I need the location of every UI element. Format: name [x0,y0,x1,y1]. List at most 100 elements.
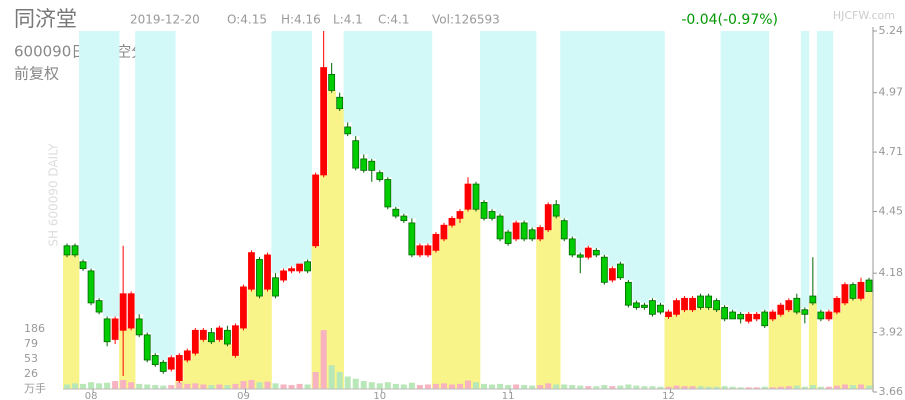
volume-bar [577,385,584,389]
candle-body [224,329,231,345]
candle-body [384,179,392,208]
candle-body [143,334,151,361]
candle-body [785,300,793,311]
short-zone [415,31,425,244]
short-zone [760,31,770,310]
volume-bar [521,385,528,389]
candle-body [729,311,737,320]
volume-bar [320,330,327,389]
short-zone [135,31,144,315]
candle-body [817,311,825,320]
candle-body [649,300,656,315]
candle-body [673,300,680,315]
volume-bar [80,383,87,389]
candle-body [697,295,704,308]
candle-body [825,311,833,320]
candle-body [304,261,312,272]
x-tick-label: 12 [662,391,675,400]
chart-title: 同济堂 [14,7,77,31]
candle-body [256,259,263,297]
volume-bar [665,386,672,389]
long-zone [672,314,681,389]
volume-bar [529,385,536,389]
short-zone [488,31,497,210]
volume-bar [176,382,183,389]
short-zone [95,31,104,299]
short-zone [736,31,745,313]
long-zone [704,307,713,389]
volume-bar [649,386,656,389]
candle-body [416,245,424,256]
volume-tick-label: 53 [24,352,38,365]
long-zone [848,298,858,389]
short-zone [103,31,112,317]
candle-body [849,284,857,299]
short-zone [592,31,601,249]
candle-body [737,313,745,320]
short-zone [287,31,296,267]
candle-body [119,293,127,331]
candle-body [336,96,344,110]
candle-body [608,268,616,281]
x-tick-label: 09 [237,391,250,400]
short-zone [752,31,762,313]
long-zone [311,245,320,389]
candle-body [376,172,384,180]
long-zone [472,209,481,389]
candle-body [368,160,376,171]
candle-body [167,357,175,370]
volume-bar [617,385,624,389]
short-zone [640,31,649,303]
header-info: C:4.1 [378,13,410,27]
y-tick-label: 3.66 [879,385,904,398]
volume-bar [489,384,496,389]
volume-bar [865,385,872,389]
volume-bar [192,383,199,389]
long-zone [832,312,842,389]
candle-body [496,215,504,240]
candle-body [536,227,544,240]
candle-body [135,318,143,336]
volume-bar [465,380,471,389]
volume-bar [841,384,848,389]
short-zone [367,31,377,159]
short-zone [295,31,304,265]
volume-bar [505,385,512,389]
short-zone [648,31,657,299]
long-zone [207,341,216,389]
header-info: H:4.16 [281,13,321,27]
volume-tick-label: 26 [24,367,38,380]
y-tick-label: 4.18 [879,266,904,279]
volume-bar [184,383,191,389]
candle-body [600,256,608,283]
candle-body [568,238,576,256]
short-zone [584,31,593,246]
volume-bar [793,385,800,389]
volume-bar [745,387,752,389]
x-tick-label: 08 [85,391,98,400]
volume-bar [384,382,391,389]
candle-body [432,233,440,251]
volume-bar [392,383,399,389]
volume-bar [849,385,856,389]
volume-bar [136,383,143,389]
volume-bar [408,382,415,389]
candle-body [753,313,761,320]
side-watermark: SH 600090 DAILY [47,143,61,247]
long-zone [215,339,224,389]
short-zone [480,31,489,201]
volume-bar [152,385,159,389]
long-zone [455,218,465,389]
short-zone [816,31,826,310]
y-tick-label: 4.97 [879,86,904,99]
short-zone [399,31,409,214]
volume-bar [593,386,600,389]
short-zone [744,31,754,313]
candle-body [232,325,239,356]
header-info: 2019-12-20 [130,13,200,27]
x-tick-label: 10 [373,391,386,400]
candle-body [520,222,528,240]
short-zone [279,31,288,269]
volume-bar [537,385,544,389]
candle-body [240,286,247,329]
